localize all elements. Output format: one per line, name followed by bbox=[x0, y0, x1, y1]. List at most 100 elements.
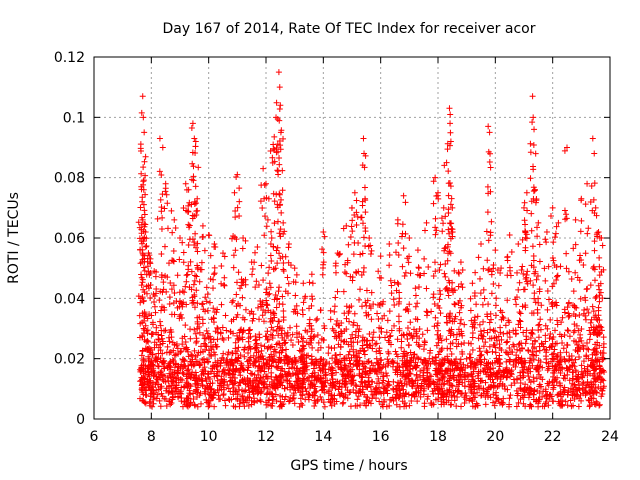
data-point bbox=[230, 403, 237, 410]
data-point bbox=[582, 294, 589, 301]
data-point bbox=[517, 369, 524, 376]
data-point bbox=[240, 378, 247, 385]
data-point bbox=[307, 335, 314, 342]
data-point bbox=[230, 371, 237, 378]
data-point bbox=[592, 401, 599, 408]
data-point bbox=[590, 389, 597, 396]
data-point bbox=[189, 300, 196, 307]
data-point bbox=[271, 310, 278, 317]
data-point bbox=[580, 262, 587, 269]
data-point bbox=[234, 204, 241, 211]
data-point bbox=[321, 325, 328, 332]
data-point bbox=[266, 264, 273, 271]
data-point bbox=[236, 213, 243, 220]
data-point bbox=[194, 352, 201, 359]
data-point bbox=[539, 376, 546, 383]
data-point bbox=[491, 328, 498, 335]
data-point bbox=[528, 262, 535, 269]
data-point bbox=[527, 175, 534, 182]
data-point bbox=[416, 343, 423, 350]
data-point bbox=[220, 281, 227, 288]
data-point bbox=[445, 168, 452, 175]
data-point bbox=[370, 362, 377, 369]
data-point bbox=[414, 316, 421, 323]
data-point bbox=[571, 363, 578, 370]
data-point bbox=[170, 282, 177, 289]
data-point bbox=[475, 254, 482, 261]
data-point bbox=[443, 393, 450, 400]
data-point bbox=[405, 391, 412, 398]
data-point bbox=[403, 350, 410, 357]
data-point bbox=[158, 390, 165, 397]
data-point bbox=[291, 306, 298, 313]
data-point bbox=[507, 368, 514, 375]
data-point bbox=[154, 391, 161, 398]
data-point bbox=[210, 319, 217, 326]
data-point bbox=[151, 293, 158, 300]
data-point bbox=[457, 259, 464, 266]
data-point bbox=[389, 363, 396, 370]
x-tick-label: 6 bbox=[90, 429, 99, 445]
data-point bbox=[362, 402, 369, 409]
data-point bbox=[401, 399, 408, 406]
data-point bbox=[578, 337, 585, 344]
data-point bbox=[578, 326, 585, 333]
data-point bbox=[305, 390, 312, 397]
data-point bbox=[484, 257, 491, 264]
data-point bbox=[219, 335, 226, 342]
data-point bbox=[226, 366, 233, 373]
data-point bbox=[345, 351, 352, 358]
data-point bbox=[516, 340, 523, 347]
data-point bbox=[145, 357, 152, 364]
data-point bbox=[588, 182, 595, 189]
data-point bbox=[222, 402, 229, 409]
data-point bbox=[174, 345, 181, 352]
data-point bbox=[203, 378, 210, 385]
data-point bbox=[562, 398, 569, 405]
data-point bbox=[299, 370, 306, 377]
data-point bbox=[294, 310, 301, 317]
data-point bbox=[314, 396, 321, 403]
data-point bbox=[137, 299, 144, 306]
data-point bbox=[529, 326, 536, 333]
data-point bbox=[329, 396, 336, 403]
data-point bbox=[443, 159, 450, 166]
data-point bbox=[538, 340, 545, 347]
data-point bbox=[384, 356, 391, 363]
data-point bbox=[138, 271, 145, 278]
data-point bbox=[196, 323, 203, 330]
data-point bbox=[542, 332, 549, 339]
data-point bbox=[390, 397, 397, 404]
data-point bbox=[361, 150, 368, 157]
data-point bbox=[379, 364, 386, 371]
data-point bbox=[139, 240, 146, 247]
data-point bbox=[180, 363, 187, 370]
data-point bbox=[319, 246, 326, 253]
data-point bbox=[157, 318, 164, 325]
data-point bbox=[320, 337, 327, 344]
data-point bbox=[503, 339, 510, 346]
data-point bbox=[173, 382, 180, 389]
data-point bbox=[488, 290, 495, 297]
data-point bbox=[349, 366, 356, 373]
data-point bbox=[352, 328, 359, 335]
data-point bbox=[526, 376, 533, 383]
data-point bbox=[490, 391, 497, 398]
data-point bbox=[543, 392, 550, 399]
data-point bbox=[350, 339, 357, 346]
data-point bbox=[486, 159, 493, 166]
data-point bbox=[229, 350, 236, 357]
data-point bbox=[234, 335, 241, 342]
data-point bbox=[482, 401, 489, 408]
data-point bbox=[362, 228, 369, 235]
data-point bbox=[204, 291, 211, 298]
data-point bbox=[143, 243, 150, 250]
data-point bbox=[185, 221, 192, 228]
data-point bbox=[467, 354, 474, 361]
data-point bbox=[351, 189, 358, 196]
data-point bbox=[396, 325, 403, 332]
data-point bbox=[506, 334, 513, 341]
data-point bbox=[192, 138, 199, 145]
data-point bbox=[239, 334, 246, 341]
data-point bbox=[270, 190, 277, 197]
